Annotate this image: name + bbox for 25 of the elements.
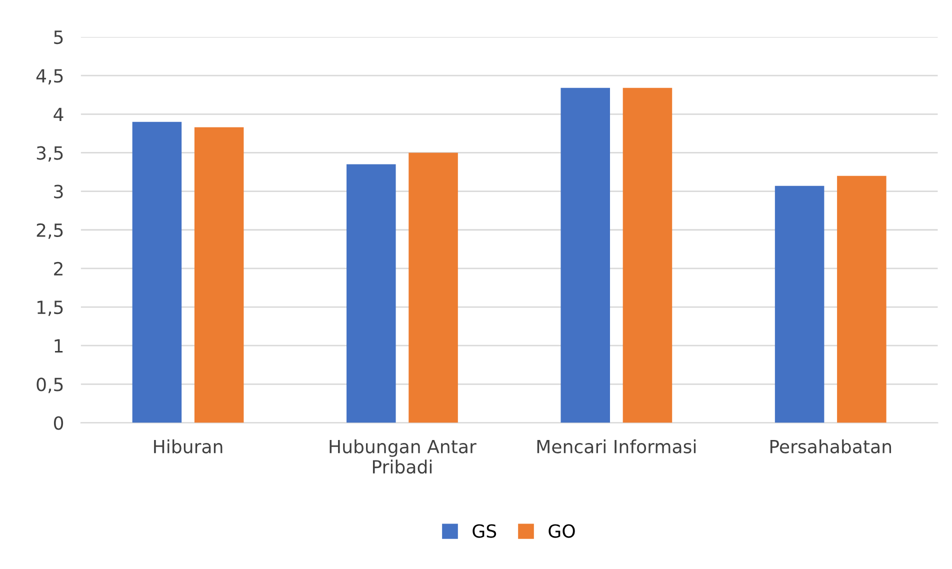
x-tick-label: Hubungan Antar Pribadi xyxy=(330,439,476,474)
bar xyxy=(194,127,244,423)
y-tick-label: 0,5 xyxy=(36,378,63,394)
bar xyxy=(346,164,396,423)
bar xyxy=(132,122,182,423)
y-tick-label: 4,5 xyxy=(36,69,63,85)
x-tick-label: Hiburan xyxy=(154,439,222,454)
bar xyxy=(622,88,672,423)
legend-label: GO xyxy=(548,524,575,538)
y-tick-label: 2,5 xyxy=(36,223,63,239)
y-tick-label: 3 xyxy=(54,184,63,198)
bar xyxy=(408,152,458,423)
y-tick-label: 1 xyxy=(54,339,63,352)
bar xyxy=(837,176,886,423)
y-tick-label: 1,5 xyxy=(38,300,63,316)
y-tick-label: 2 xyxy=(54,262,62,276)
bar xyxy=(774,186,824,423)
y-tick-label: 5 xyxy=(54,30,63,44)
x-tick-label: Mencari Informasi xyxy=(537,439,696,454)
y-tick-label: 4 xyxy=(54,108,64,121)
y-tick-label: 0 xyxy=(54,416,64,430)
y-tick-label: 3,5 xyxy=(36,146,63,162)
legend-label: GS xyxy=(472,524,496,538)
bar xyxy=(560,88,610,423)
x-tick-label: Persahabatan xyxy=(770,439,892,454)
